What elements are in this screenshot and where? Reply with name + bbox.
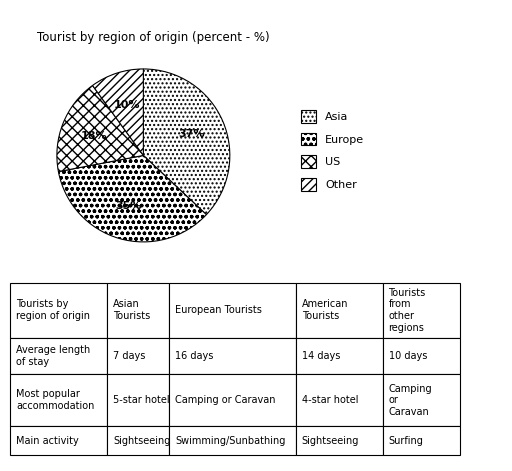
Text: Main activity: Main activity <box>16 436 79 446</box>
Text: Tourist by region of origin (percent - %): Tourist by region of origin (percent - %… <box>37 31 270 44</box>
Bar <box>295 374 382 426</box>
Text: Asian
Tourists: Asian Tourists <box>113 300 150 321</box>
Bar <box>382 283 460 338</box>
Text: Sightseeing: Sightseeing <box>302 436 359 446</box>
Bar <box>107 283 169 338</box>
Text: Tourists by
region of origin: Tourists by region of origin <box>16 300 90 321</box>
Text: Average length
of stay: Average length of stay <box>16 345 90 367</box>
Text: 37%: 37% <box>179 130 205 139</box>
Bar <box>107 338 169 374</box>
Text: 16 days: 16 days <box>175 351 214 361</box>
Wedge shape <box>143 69 230 215</box>
Text: American
Tourists: American Tourists <box>302 300 348 321</box>
Bar <box>382 374 460 426</box>
Bar <box>169 426 295 455</box>
Text: 10%: 10% <box>114 100 140 110</box>
Wedge shape <box>57 85 143 171</box>
Text: 5-star hotel: 5-star hotel <box>113 395 169 405</box>
Bar <box>10 338 107 374</box>
Text: Tourists
from
other
regions: Tourists from other regions <box>389 288 426 333</box>
Text: 18%: 18% <box>81 131 108 141</box>
Bar <box>295 426 382 455</box>
Text: 4-star hotel: 4-star hotel <box>302 395 358 405</box>
Text: 7 days: 7 days <box>113 351 145 361</box>
Wedge shape <box>93 69 143 155</box>
Text: Surfing: Surfing <box>389 436 423 446</box>
Bar <box>107 426 169 455</box>
Bar <box>169 338 295 374</box>
Text: European Tourists: European Tourists <box>175 305 262 315</box>
Text: 10 days: 10 days <box>389 351 427 361</box>
Bar <box>382 426 460 455</box>
Bar <box>10 283 107 338</box>
Text: Sightseeing: Sightseeing <box>113 436 170 446</box>
Wedge shape <box>58 155 206 242</box>
Bar <box>10 426 107 455</box>
Bar <box>10 374 107 426</box>
Bar <box>382 338 460 374</box>
Bar <box>169 374 295 426</box>
Text: Most popular
accommodation: Most popular accommodation <box>16 390 94 411</box>
Bar <box>295 283 382 338</box>
Text: 14 days: 14 days <box>302 351 340 361</box>
Bar <box>169 283 295 338</box>
Text: Camping
or
Caravan: Camping or Caravan <box>389 383 432 417</box>
Legend: Asia, Europe, US, Other: Asia, Europe, US, Other <box>296 105 369 195</box>
Text: Camping or Caravan: Camping or Caravan <box>175 395 275 405</box>
Text: Swimming/Sunbathing: Swimming/Sunbathing <box>175 436 285 446</box>
Text: 35%: 35% <box>115 201 142 211</box>
Bar <box>107 374 169 426</box>
Bar <box>295 338 382 374</box>
